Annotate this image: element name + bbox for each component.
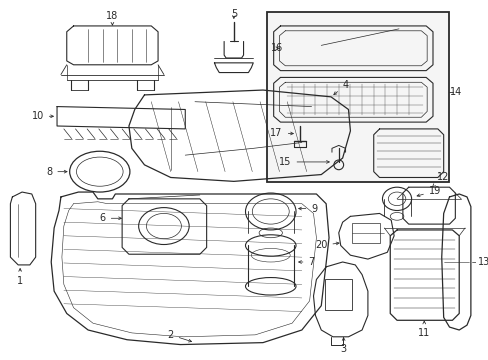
Text: 13: 13 [477,257,488,267]
Text: 1: 1 [17,269,23,287]
Text: 19: 19 [416,186,440,197]
Text: 18: 18 [106,11,118,25]
Bar [352,223,379,243]
Text: 8: 8 [46,167,67,177]
Text: 12: 12 [431,172,448,187]
Bar [325,279,352,310]
Text: 11: 11 [417,321,429,338]
Text: 4: 4 [333,80,348,95]
Bar [266,12,447,182]
Text: 17: 17 [270,128,293,138]
Text: 7: 7 [298,257,314,267]
Text: 6: 6 [100,213,121,223]
Text: 10: 10 [31,111,53,121]
Text: 2: 2 [167,330,191,342]
Text: 3: 3 [340,338,346,355]
Text: 16: 16 [270,43,282,53]
Text: 14: 14 [449,87,462,97]
Text: 20: 20 [314,240,338,251]
Text: 15: 15 [279,157,328,167]
Text: 5: 5 [230,9,237,19]
Text: 9: 9 [298,203,317,213]
